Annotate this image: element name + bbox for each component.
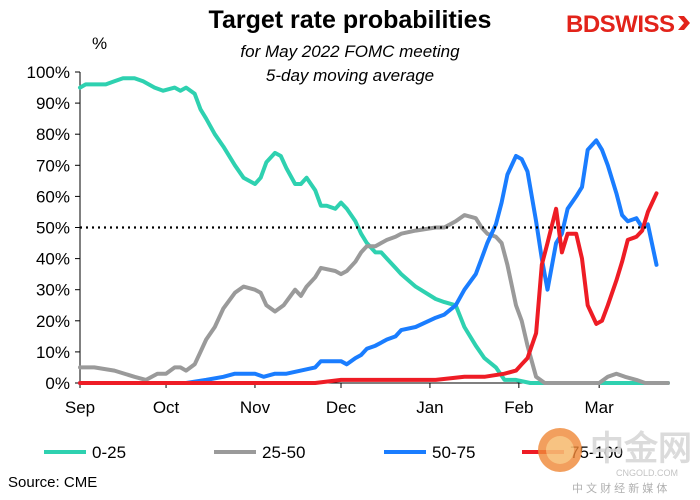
series-line-75-100 bbox=[78, 191, 659, 385]
source-note: Source: CME bbox=[8, 474, 98, 491]
y-tick-label: 10% bbox=[36, 343, 70, 362]
y-tick-label: 80% bbox=[36, 125, 70, 144]
x-tick-label: Jan bbox=[416, 398, 443, 417]
bdswiss-logo: BDSWISS bbox=[566, 11, 690, 38]
chart-legend: 0-25 25-50 50-75 75-100 bbox=[44, 443, 623, 462]
y-axis-unit: % bbox=[92, 34, 108, 53]
y-tick-label: 40% bbox=[36, 250, 70, 269]
series-line-50-75 bbox=[78, 138, 659, 385]
watermark-subtext: CNGOLD.COM bbox=[616, 468, 678, 478]
y-tick-label: 70% bbox=[36, 156, 70, 175]
x-tick-label: Sep bbox=[65, 398, 95, 417]
x-tick-label: Nov bbox=[240, 398, 271, 417]
y-tick-label: 30% bbox=[36, 281, 70, 300]
y-tick-label: 100% bbox=[27, 63, 70, 82]
series-line-25-50 bbox=[78, 213, 670, 385]
y-tick-label: 50% bbox=[36, 219, 70, 238]
y-tick-label: 60% bbox=[36, 187, 70, 206]
x-tick-label: Oct bbox=[153, 398, 180, 417]
series-line-0-25 bbox=[78, 76, 670, 385]
watermark-subtext2: 中 文 财 经 新 媒 体 bbox=[572, 481, 667, 495]
x-tick-label: Feb bbox=[504, 398, 533, 417]
watermark-text: 中金网 bbox=[590, 429, 692, 468]
chart-title: Target rate probabilities bbox=[208, 6, 492, 34]
y-tick-label: 0% bbox=[45, 374, 70, 393]
cngold-watermark: 中金网 CNGOLD.COM 中 文 财 经 新 媒 体 bbox=[538, 428, 692, 495]
chart-subtitle-line1: for May 2022 FOMC meeting bbox=[240, 42, 460, 61]
x-tick-label: Mar bbox=[585, 398, 615, 417]
y-tick-label: 90% bbox=[36, 94, 70, 113]
legend-label-50-75: 50-75 bbox=[432, 443, 475, 462]
x-tick-label: Dec bbox=[326, 398, 357, 417]
legend-label-25-50: 25-50 bbox=[262, 443, 305, 462]
plot-area bbox=[78, 76, 670, 385]
chart-subtitle-line2: 5-day moving average bbox=[265, 66, 435, 85]
logo-arrow-icon bbox=[678, 16, 690, 30]
logo-text: BDSWISS bbox=[566, 11, 675, 38]
y-tick-label: 20% bbox=[36, 312, 70, 331]
legend-label-0-25: 0-25 bbox=[92, 443, 126, 462]
legend-label-75-100: 75-100 bbox=[570, 443, 623, 462]
